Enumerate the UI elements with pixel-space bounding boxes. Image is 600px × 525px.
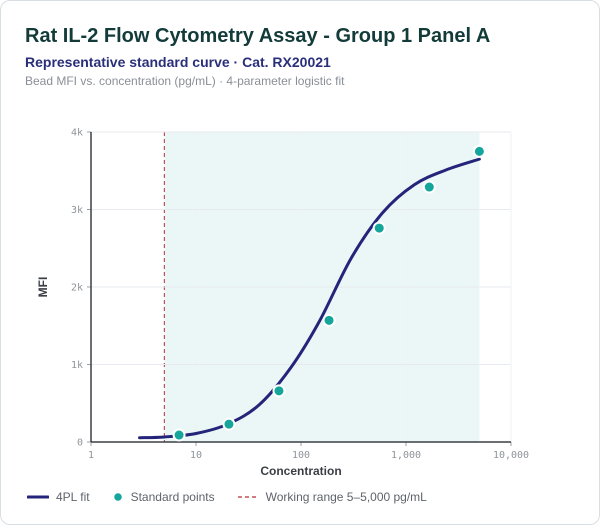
legend-label-fit: 4PL fit xyxy=(56,490,90,504)
y-tick-label: 0 xyxy=(77,438,83,449)
y-axis-title: MFI xyxy=(36,277,50,298)
y-tick-label: 1k xyxy=(71,360,83,371)
legend-label-points: Standard points xyxy=(130,490,215,504)
legend-item-range[interactable]: Working range 5–5,000 pg/mL xyxy=(237,490,427,504)
legend: 4PL fit Standard points Working range 5–… xyxy=(27,488,449,506)
x-tick-label: 1,000 xyxy=(391,450,421,461)
tick-labels-group: 0 1k 2k 3k 4k 1 10 100 1,000 10,000 xyxy=(71,128,529,462)
standard-point[interactable] xyxy=(222,417,236,431)
standard-point[interactable] xyxy=(322,313,336,327)
legend-item-fit[interactable]: 4PL fit xyxy=(27,490,90,504)
chart-title: Rat IL-2 Flow Cytometry Assay - Group 1 … xyxy=(25,25,491,47)
y-tick-label: 3k xyxy=(71,205,83,216)
fit-line-group xyxy=(138,157,481,440)
legend-label-range: Working range 5–5,000 pg/mL xyxy=(265,490,427,504)
standard-points-group xyxy=(172,144,486,442)
x-axis-title: Concentration xyxy=(260,464,341,478)
axes-group xyxy=(87,131,512,446)
legend-swatch-fit xyxy=(27,495,49,499)
standard-point[interactable] xyxy=(272,384,286,398)
standard-curve-chart: 0 1k 2k 3k 4k 1 10 100 1,000 10,000 Concentration… xyxy=(36,128,529,479)
standard-point[interactable] xyxy=(172,428,186,442)
standard-point[interactable] xyxy=(422,180,436,194)
chart-subtitle: Representative standard curve · Cat. RX2… xyxy=(25,54,331,70)
y-tick-label: 2k xyxy=(71,283,83,294)
legend-swatch-range xyxy=(237,496,258,498)
x-tick-label: 100 xyxy=(292,450,310,461)
x-tick-label: 10 xyxy=(190,450,202,461)
grid-group xyxy=(91,131,512,442)
legend-item-points[interactable]: Standard points xyxy=(112,490,215,504)
legend-swatch-points xyxy=(112,491,123,503)
standard-point[interactable] xyxy=(472,144,486,158)
chart-caption: Bead MFI vs. concentration (pg/mL) · 4-p… xyxy=(25,74,345,88)
x-tick-label: 10,000 xyxy=(493,450,529,461)
fit-curve xyxy=(138,157,481,440)
x-tick-label: 1 xyxy=(88,450,94,461)
standard-point[interactable] xyxy=(372,221,386,235)
y-tick-label: 4k xyxy=(71,128,83,139)
